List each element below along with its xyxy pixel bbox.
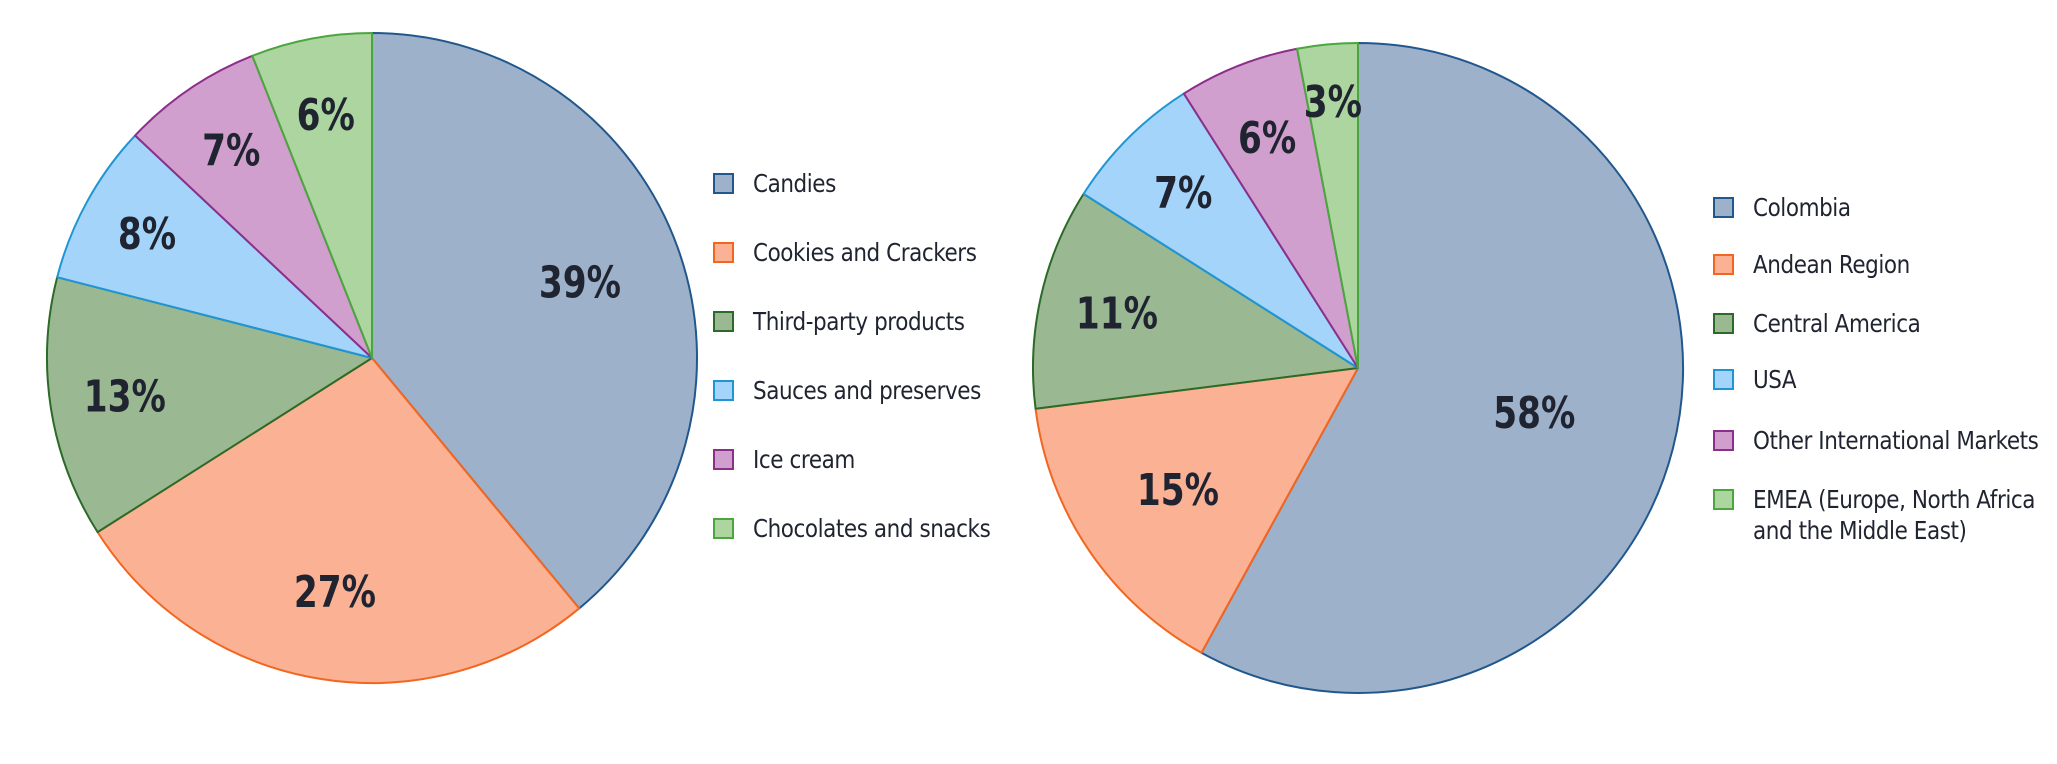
data-label-chocolates-and-snacks: 6% xyxy=(297,90,355,141)
legend-label-chocolates-and-snacks: Chocolates and snacks xyxy=(753,514,991,543)
pie-slice-emea-europe-north-africa-and-the-middle-east xyxy=(1296,42,1359,369)
legend-label-cookies-and-crackers: Cookies and Crackers xyxy=(753,238,977,267)
data-label-ice-cream: 7% xyxy=(202,125,260,176)
legend-item-chocolates-and-snacks: Chocolates and snacks xyxy=(713,513,1029,544)
pie-slice-colombia xyxy=(1200,42,1684,694)
legend-item-other-international-markets: Other International Markets xyxy=(1713,425,2057,456)
data-label-third-party-products: 13% xyxy=(84,371,166,422)
legend-item-ice-cream: Ice cream xyxy=(713,444,1029,475)
legend-label-usa: USA xyxy=(1753,365,1797,394)
pie-product-mix: 39% 27% 13% 8% 7% 6% xyxy=(46,32,698,684)
chart-geographic-mix: 58% 15% 11% 7% 6% 3% Colombia Andean Region Cen… xyxy=(1010,0,2057,764)
legend-item-colombia: Colombia xyxy=(1713,192,2057,223)
pie-slice-candies xyxy=(371,32,698,610)
pie-slice-cookies-and-crackers xyxy=(96,357,581,684)
data-label-other-international-markets: 6% xyxy=(1238,113,1296,164)
legend-label-emea-europe-north-africa-and-the-middle-east-line-1: EMEA (Europe, North Africa xyxy=(1753,485,2036,514)
pie-slice-sauces-and-preserves xyxy=(56,134,373,359)
data-label-andean-region: 15% xyxy=(1137,465,1219,516)
legend-swatch-candies xyxy=(713,173,734,194)
legend-item-cookies-and-crackers: Cookies and Crackers xyxy=(713,237,1029,268)
legend-swatch-sauces-and-preserves xyxy=(713,380,734,401)
legend-swatch-ice-cream xyxy=(713,449,734,470)
legend-label-third-party-products: Third-party products xyxy=(753,307,965,336)
legend-label-emea-europe-north-africa-and-the-middle-east-line-2: and the Middle East) xyxy=(1753,516,1967,545)
legend-product-mix: Candies Cookies and Crackers Third-party p… xyxy=(713,168,1029,544)
data-label-colombia: 58% xyxy=(1493,388,1575,439)
legend-label-other-international-markets: Other International Markets xyxy=(1753,426,2039,455)
chart-product-mix: 39% 27% 13% 8% 7% 6% Candies Cookies and Crack… xyxy=(0,0,1010,764)
pie-slice-ice-cream xyxy=(134,54,373,359)
legend-item-candies: Candies xyxy=(713,168,1029,199)
legend-swatch-andean-region xyxy=(1713,254,1734,275)
legend-label-candies: Candies xyxy=(753,169,836,198)
pie-slice-other-international-markets xyxy=(1182,47,1359,369)
legend-label-central-america: Central America xyxy=(1753,309,1921,338)
legend-item-emea-europe-north-africa-and-the-middle-east: EMEA (Europe, North Africa and the Middle… xyxy=(1713,484,2057,546)
legend-swatch-emea-europe-north-africa-and-the-middle-east xyxy=(1713,489,1734,510)
pie-slice-third-party-products xyxy=(46,276,373,534)
legend-swatch-central-america xyxy=(1713,313,1734,334)
data-label-candies: 39% xyxy=(539,257,621,308)
legend-label-andean-region: Andean Region xyxy=(1753,250,1910,279)
data-label-usa: 7% xyxy=(1154,168,1212,219)
data-label-cookies-and-crackers: 27% xyxy=(294,567,376,618)
legend-swatch-other-international-markets xyxy=(1713,430,1734,451)
data-label-central-america: 11% xyxy=(1076,288,1158,339)
legend-item-usa: USA xyxy=(1713,364,2057,395)
data-label-emea-europe-north-africa-and-the-middle-east: 3% xyxy=(1304,77,1362,128)
data-label-sauces-and-preserves: 8% xyxy=(118,209,176,260)
legend-label-sauces-and-preserves: Sauces and preserves xyxy=(753,376,981,405)
legend-item-andean-region: Andean Region xyxy=(1713,249,2057,280)
legend-label-ice-cream: Ice cream xyxy=(753,445,855,474)
legend-item-third-party-products: Third-party products xyxy=(713,306,1029,337)
legend-item-central-america: Central America xyxy=(1713,308,2057,339)
legend-item-sauces-and-preserves: Sauces and preserves xyxy=(713,375,1029,406)
legend-swatch-third-party-products xyxy=(713,311,734,332)
legend-swatch-colombia xyxy=(1713,197,1734,218)
pie-slice-chocolates-and-snacks xyxy=(251,32,373,359)
pie-geographic-mix: 58% 15% 11% 7% 6%3% xyxy=(1032,42,1684,694)
pie-slice-andean-region xyxy=(1034,367,1359,654)
legend-swatch-cookies-and-crackers xyxy=(713,242,734,263)
legend-swatch-usa xyxy=(1713,369,1734,390)
legend-label-colombia: Colombia xyxy=(1753,193,1851,222)
pie-slice-usa xyxy=(1082,92,1359,369)
pie-slice-central-america xyxy=(1032,192,1359,410)
legend-swatch-chocolates-and-snacks xyxy=(713,518,734,539)
legend-geographic-mix: Colombia Andean Region Central America USA O… xyxy=(1713,192,2057,546)
